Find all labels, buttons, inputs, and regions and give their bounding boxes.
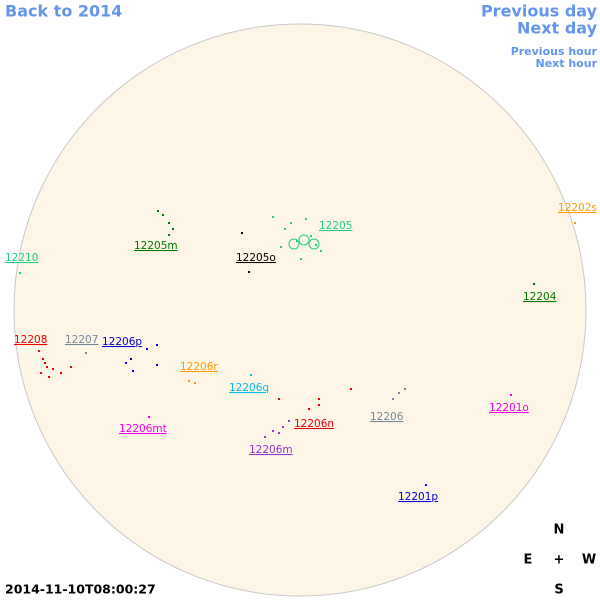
sunspot xyxy=(194,382,196,384)
region-label[interactable]: 12201p xyxy=(398,491,438,503)
sunspot xyxy=(40,372,42,374)
sunspot xyxy=(168,222,170,224)
previous-day-link[interactable]: Previous day xyxy=(481,2,598,21)
sunspot xyxy=(42,358,44,360)
sunspot xyxy=(125,362,127,364)
sunspot xyxy=(510,394,512,396)
sunspot xyxy=(38,350,40,352)
sunspot xyxy=(288,420,290,422)
sunspot xyxy=(398,392,400,394)
timestamp: 2014-11-10T08:00:27 xyxy=(5,582,156,597)
sunspot xyxy=(44,362,46,364)
sunspot xyxy=(404,388,406,390)
sunspot xyxy=(308,408,310,410)
region-label[interactable]: 12205 xyxy=(319,220,352,232)
compass-north: N xyxy=(554,523,565,538)
sunspot xyxy=(48,376,50,378)
region-label[interactable]: 12206q xyxy=(229,382,269,394)
sunspot xyxy=(290,222,292,224)
sunspot xyxy=(425,484,427,486)
sunspot xyxy=(574,222,576,224)
region-label[interactable]: 12204 xyxy=(523,291,557,303)
sunspot xyxy=(241,232,243,234)
sunspot xyxy=(278,432,280,434)
sunspot xyxy=(282,426,284,428)
region-label[interactable]: 12205o xyxy=(236,252,276,264)
sunspot-outline xyxy=(298,234,310,246)
solar-disk xyxy=(13,23,587,597)
sunspot-outline xyxy=(288,238,300,250)
sunspot xyxy=(19,272,21,274)
sunspot xyxy=(156,364,158,366)
sunspot xyxy=(305,218,307,220)
sunspot xyxy=(157,210,159,212)
sunspot xyxy=(172,228,174,230)
sunspot xyxy=(350,388,352,390)
sunspot xyxy=(46,366,48,368)
sunspot xyxy=(320,250,322,252)
region-label[interactable]: 12206n xyxy=(294,418,334,430)
sunspot xyxy=(156,344,158,346)
sunspot xyxy=(148,416,150,418)
sunspot xyxy=(310,235,312,237)
sunspot xyxy=(162,214,164,216)
next-day-link[interactable]: Next day xyxy=(517,19,598,38)
compass-south: S xyxy=(554,583,563,598)
previous-hour-link[interactable]: Previous hour xyxy=(511,45,598,58)
sunspot xyxy=(272,216,274,218)
region-label[interactable]: 12205m xyxy=(134,240,178,252)
region-label[interactable]: 12201o xyxy=(489,402,529,414)
sunspot xyxy=(248,271,250,273)
sunspot xyxy=(284,228,286,230)
sunspot xyxy=(296,240,298,242)
region-label[interactable]: 12210 xyxy=(5,252,38,264)
sunspot xyxy=(85,352,87,354)
region-label[interactable]: 12206 xyxy=(370,411,404,423)
region-label[interactable]: 12202s xyxy=(558,202,597,214)
sunspot xyxy=(272,430,274,432)
region-label[interactable]: 12206mt xyxy=(119,423,167,435)
sunspot xyxy=(315,244,317,246)
sunspot xyxy=(70,366,72,368)
sunspot xyxy=(130,358,132,360)
compass-west: W xyxy=(582,553,596,568)
sunspot-outline xyxy=(308,238,320,250)
back-link[interactable]: Back to 2014 xyxy=(5,2,122,21)
region-label[interactable]: 12206p xyxy=(102,336,142,348)
sunspot xyxy=(132,370,134,372)
sunspot xyxy=(300,258,302,260)
region-label[interactable]: 12207 xyxy=(65,334,98,346)
region-label[interactable]: 12206m xyxy=(249,444,293,456)
compass-east: E xyxy=(524,553,533,568)
sunspot xyxy=(278,398,280,400)
next-hour-link[interactable]: Next hour xyxy=(536,57,598,70)
sunspot xyxy=(280,246,282,248)
region-label[interactable]: 12206r xyxy=(180,361,218,373)
sunspot xyxy=(146,348,148,350)
sunspot xyxy=(52,368,54,370)
sunspot xyxy=(188,380,190,382)
sunspot xyxy=(533,283,535,285)
sunspot xyxy=(264,436,266,438)
sunspot xyxy=(168,234,170,236)
region-label[interactable]: 12208 xyxy=(14,334,47,346)
sunspot xyxy=(250,374,252,376)
sunspot xyxy=(318,404,320,406)
sunspot xyxy=(318,398,320,400)
compass-center: + xyxy=(554,553,565,568)
sunspot xyxy=(392,398,394,400)
sunspot xyxy=(60,372,62,374)
